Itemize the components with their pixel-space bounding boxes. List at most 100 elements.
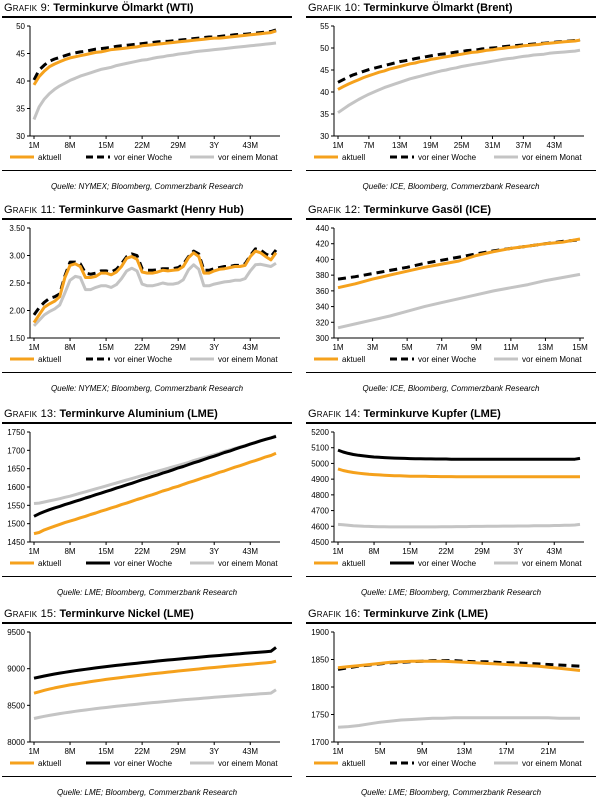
y-tick-label: 1650 <box>7 465 25 474</box>
x-tick-label: 43M <box>546 141 562 150</box>
source-note: Quelle: NYMEX; Bloomberg, Commerzbank Re… <box>50 182 244 191</box>
x-tick-label: 8M <box>64 747 75 756</box>
x-tick-label: 15M <box>98 343 114 352</box>
series-line-2 <box>32 41 277 121</box>
y-tick-label: 8500 <box>7 701 25 710</box>
series-line-2 <box>337 272 581 330</box>
x-tick-label: 1M <box>332 547 343 556</box>
line-chart: 8000 8500 9000 9500 1M 8M 15M 22M 29M 3Y 43M aktuel… <box>7 628 280 768</box>
title-rule <box>306 218 596 220</box>
series-line-0 <box>337 659 581 672</box>
y-tick-label: 1700 <box>7 446 25 455</box>
y-tick-label: 1600 <box>7 483 25 492</box>
line-chart: 1700 1750 1800 1850 1900 1M 5M 9M 13M 17M 21M aktue… <box>311 628 584 768</box>
source-note: Quelle: LME; Bloomberg, Commerzbank Rese… <box>360 588 542 597</box>
y-tick-label: 30 <box>16 132 25 141</box>
x-tick-label: 15M <box>572 343 588 352</box>
x-tick-label: 5M <box>402 343 413 352</box>
legend-label: aktuell <box>342 355 365 364</box>
series-line-0 <box>32 29 277 86</box>
legend-label: aktuell <box>38 559 61 568</box>
legend-label: vor einem Monat <box>522 559 582 568</box>
series-line-2 <box>32 261 277 327</box>
y-tick-label: 55 <box>320 22 329 31</box>
y-tick-label: 45 <box>320 66 329 75</box>
series-line-1 <box>32 28 277 81</box>
y-tick-label: 1750 <box>7 428 25 437</box>
legend-label: vor einer Woche <box>418 153 477 162</box>
y-tick-label: 340 <box>316 303 330 312</box>
chart-title-text: Terminkurve Ölmarkt (WTI) <box>53 2 194 14</box>
legend-label: vor einer Woche <box>418 759 477 768</box>
legend-label: vor einem Monat <box>218 355 278 364</box>
y-tick-label: 300 <box>316 334 330 343</box>
legend-label: vor einer Woche <box>114 355 173 364</box>
y-tick-label: 4600 <box>311 522 329 531</box>
bottom-rule <box>2 576 292 577</box>
y-tick-label: 5100 <box>311 444 329 453</box>
title-rule <box>306 16 596 18</box>
series-line-0 <box>32 249 278 324</box>
y-tick-label: 2.50 <box>9 279 25 288</box>
legend-label: vor einem Monat <box>218 759 278 768</box>
chart-title-text: Terminkurve Zink (LME) <box>363 608 489 620</box>
x-tick-label: 7M <box>436 343 447 352</box>
legend-label: vor einer Woche <box>418 355 477 364</box>
series-line-2 <box>33 688 277 720</box>
x-tick-label: 22M <box>134 343 150 352</box>
x-tick-label: 1M <box>332 141 343 150</box>
x-tick-label: 15M <box>98 747 114 756</box>
x-tick-label: 3Y <box>513 547 523 556</box>
title-rule <box>2 622 292 624</box>
line-chart: 30 35 40 45 50 1M 8M 15M 22M 29M 3Y 43M aktuell vor e… <box>10 22 280 162</box>
line-chart: 4500 4600 4700 4800 4900 5000 5100 5200 1M 8M 15M 2… <box>311 428 584 568</box>
x-tick-label: 31M <box>485 141 501 150</box>
x-tick-label: 43M <box>242 141 258 150</box>
chart-title-text: Terminkurve Ölmarkt (Brent) <box>363 2 513 14</box>
chart-title: Grafik 14: Terminkurve Kupfer (LME) <box>308 408 501 420</box>
x-tick-label: 8M <box>64 547 75 556</box>
y-tick-label: 1700 <box>311 738 329 747</box>
chart-number: Grafik 9: <box>4 2 51 14</box>
x-tick-label: 11M <box>503 343 518 352</box>
legend-label: vor einer Woche <box>114 153 173 162</box>
chart-title: Grafik 11: Terminkurve Gasmarkt (Henry H… <box>4 204 244 216</box>
chart-title: Grafik 16: Terminkurve Zink (LME) <box>308 608 488 620</box>
x-tick-label: 29M <box>170 141 186 150</box>
y-tick-label: 400 <box>316 255 330 264</box>
x-tick-label: 43M <box>242 747 258 756</box>
x-tick-label: 3Y <box>209 343 219 352</box>
x-tick-label: 1M <box>28 141 39 150</box>
x-tick-label: 1M <box>28 547 39 556</box>
series-line-0 <box>337 38 581 91</box>
legend-label: vor einer Woche <box>418 559 477 568</box>
y-tick-label: 320 <box>316 318 330 327</box>
series-line-1 <box>33 646 277 680</box>
x-tick-label: 15M <box>402 547 418 556</box>
x-tick-label: 13M <box>392 141 408 150</box>
chart-title: Grafik 15: Terminkurve Nickel (LME) <box>4 608 194 620</box>
x-tick-label: 13M <box>538 343 554 352</box>
x-tick-label: 43M <box>242 343 258 352</box>
x-tick-label: 15M <box>98 547 114 556</box>
legend-label: aktuell <box>342 559 365 568</box>
y-tick-label: 5200 <box>311 428 329 437</box>
source-note: Quelle: LME; Bloomberg, Commerzbank Rese… <box>56 588 238 597</box>
legend-label: aktuell <box>38 153 61 162</box>
x-tick-label: 7M <box>363 141 374 150</box>
x-tick-label: 3Y <box>209 141 219 150</box>
series-line-0 <box>33 451 277 536</box>
chart-title-text: Terminkurve Gasmarkt (Henry Hub) <box>58 204 244 216</box>
y-tick-label: 35 <box>16 105 25 114</box>
chart-panel-g15: Grafik 15: Terminkurve Nickel (LME) 8000 8… <box>2 608 292 808</box>
legend-label: vor einem Monat <box>522 153 582 162</box>
legend-label: aktuell <box>342 153 365 162</box>
x-tick-label: 8M <box>64 343 75 352</box>
x-tick-label: 13M <box>456 747 472 756</box>
line-chart: 300 320 340 360 380 400 420 440 1M 3M 5M 7M 9M 11M 13M… <box>314 224 588 364</box>
chart-panel-g9: Grafik 9: Terminkurve Ölmarkt (WTI) 30 35 4… <box>2 2 292 202</box>
x-tick-label: 22M <box>134 547 150 556</box>
y-tick-label: 1800 <box>311 683 329 692</box>
chart-number: Grafik 13: <box>4 408 57 420</box>
legend-label: vor einem Monat <box>522 355 582 364</box>
